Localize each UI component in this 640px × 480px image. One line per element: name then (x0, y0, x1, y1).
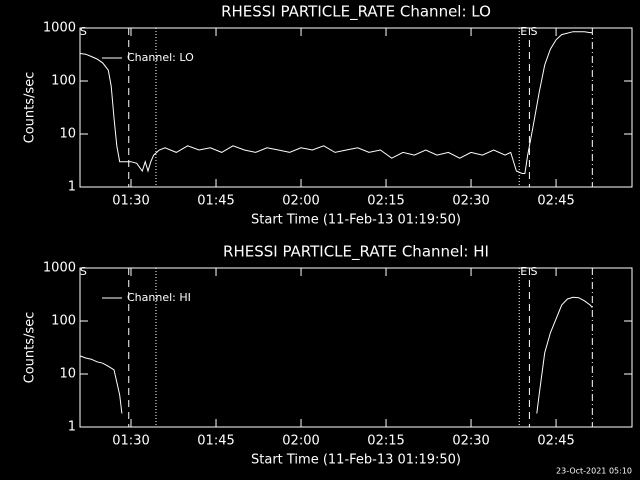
x-tick-label: 01:45 (197, 434, 234, 449)
annotation: E (520, 265, 527, 278)
x-axis-label: Start Time (11-Feb-13 01:19:50) (251, 213, 461, 228)
y-axis-label: Counts/sec (23, 72, 38, 144)
y-tick-label: 1000 (43, 261, 76, 276)
x-tick-label: 02:15 (367, 434, 404, 449)
legend-label: Channel: HI (127, 291, 191, 304)
annotation: S (530, 265, 537, 278)
chart-title: RHESSI PARTICLE_RATE Channel: LO (221, 3, 491, 22)
data-line (79, 31, 593, 174)
x-tick-label: 02:30 (452, 194, 489, 209)
y-tick-label: 100 (51, 74, 76, 89)
x-tick-label: 02:00 (282, 434, 319, 449)
y-tick-label: 1 (68, 420, 76, 435)
y-tick-label: 10 (59, 127, 76, 142)
plot-frame (79, 267, 633, 428)
timestamp: 23-Oct-2021 05:10 (556, 467, 632, 476)
legend-label: Channel: LO (127, 51, 194, 64)
plot-frame (79, 27, 633, 188)
chart-title: RHESSI PARTICLE_RATE Channel: HI (223, 243, 489, 262)
y-tick-label: 1000 (43, 21, 76, 36)
y-tick-label: 10 (59, 367, 76, 382)
x-tick-label: 02:45 (537, 434, 574, 449)
annotation: E (520, 25, 527, 38)
y-axis-label: Counts/sec (23, 312, 38, 384)
data-line (79, 296, 593, 414)
x-tick-label: 01:30 (112, 194, 149, 209)
y-tick-label: 100 (51, 314, 76, 329)
x-axis-label: Start Time (11-Feb-13 01:19:50) (251, 453, 461, 468)
x-tick-label: 01:45 (197, 194, 234, 209)
x-tick-label: 02:15 (367, 194, 404, 209)
x-tick-label: 02:30 (452, 434, 489, 449)
x-tick-label: 02:45 (537, 194, 574, 209)
annotation: S (530, 25, 537, 38)
annotation: S (80, 25, 87, 38)
x-tick-label: 01:30 (112, 434, 149, 449)
x-tick-label: 02:00 (282, 194, 319, 209)
y-tick-label: 1 (68, 180, 76, 195)
annotation: S (80, 265, 87, 278)
